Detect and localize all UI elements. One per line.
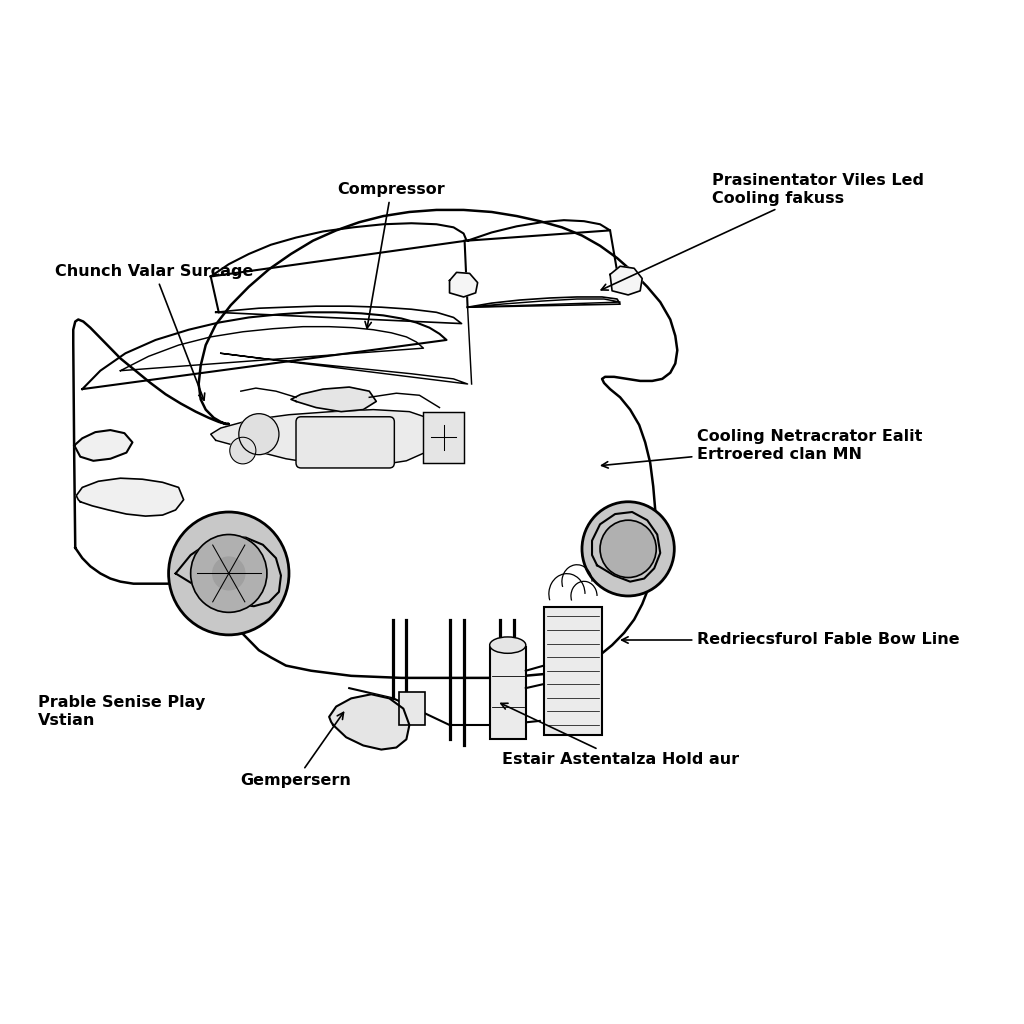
Text: Prasinentator Viles Led
Cooling fakuss: Prasinentator Viles Led Cooling fakuss: [601, 173, 925, 290]
Circle shape: [190, 535, 267, 612]
Bar: [424, 412, 464, 463]
Text: Cooling Netracrator Ealit
Ertroered clan MN: Cooling Netracrator Ealit Ertroered clan…: [602, 429, 923, 468]
Circle shape: [600, 520, 656, 578]
Polygon shape: [592, 512, 660, 582]
Circle shape: [229, 437, 256, 464]
Polygon shape: [75, 430, 132, 461]
Polygon shape: [610, 266, 642, 295]
Bar: [489, 647, 525, 739]
Text: Estair Astentalza Hold aur: Estair Astentalza Hold aur: [501, 703, 739, 767]
Text: Gempersern: Gempersern: [241, 713, 351, 787]
Circle shape: [169, 512, 289, 635]
Text: Chunch Valar Surcage: Chunch Valar Surcage: [55, 264, 254, 400]
Polygon shape: [211, 410, 439, 466]
Bar: [544, 607, 602, 735]
Circle shape: [213, 557, 245, 590]
Text: Prable Senise Play
Vstian: Prable Senise Play Vstian: [38, 695, 206, 728]
Ellipse shape: [489, 637, 525, 653]
Circle shape: [239, 414, 279, 455]
Polygon shape: [450, 272, 477, 297]
Bar: [399, 692, 425, 725]
Polygon shape: [175, 537, 281, 606]
Text: Redriecsfurol Fable Bow Line: Redriecsfurol Fable Bow Line: [622, 633, 961, 647]
Polygon shape: [329, 694, 410, 750]
Polygon shape: [76, 478, 183, 516]
Text: Compressor: Compressor: [338, 182, 445, 329]
FancyBboxPatch shape: [296, 417, 394, 468]
Polygon shape: [291, 387, 376, 412]
Circle shape: [582, 502, 674, 596]
Polygon shape: [74, 210, 677, 678]
